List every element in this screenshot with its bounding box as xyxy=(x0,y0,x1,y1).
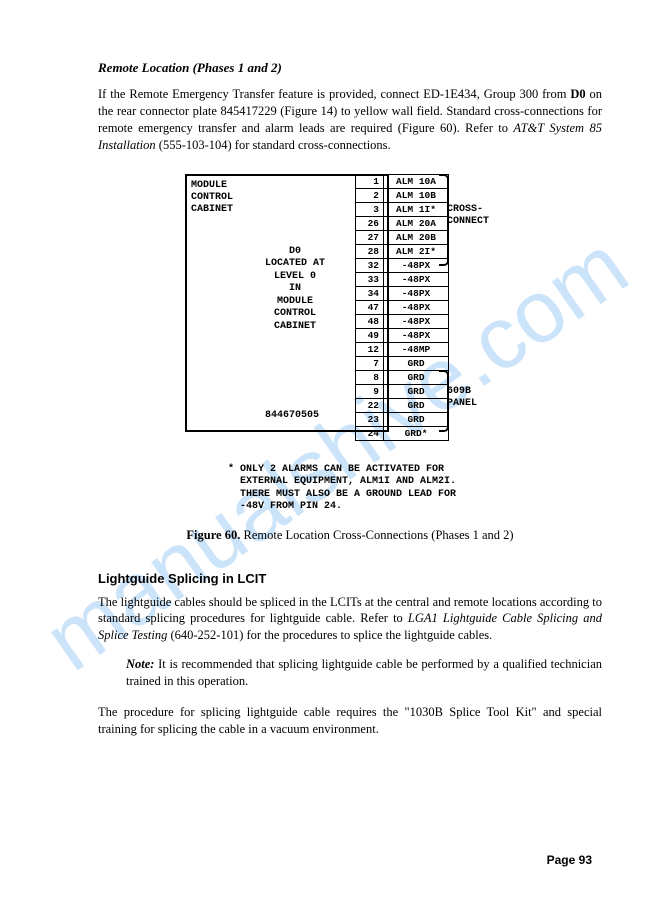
pin-number: 33 xyxy=(356,272,384,286)
caption-bold: Figure 60. xyxy=(186,528,240,542)
para2-b: (640-252-101) for the procedures to spli… xyxy=(167,628,492,642)
cross-connect-diagram: MODULECONTROLCABINET D0LOCATED ATLEVEL 0… xyxy=(185,174,515,454)
pin-number: 3 xyxy=(356,202,384,216)
page-content: Remote Location (Phases 1 and 2) If the … xyxy=(0,0,672,790)
d0-label: D0LOCATED ATLEVEL 0INMODULECONTROLCABINE… xyxy=(255,246,335,334)
pin-number: 9 xyxy=(356,384,384,398)
procedure-paragraph: The procedure for splicing lightguide ca… xyxy=(98,704,602,738)
intro-text-1: If the Remote Emergency Transfer feature… xyxy=(98,87,570,101)
subsection-heading: Lightguide Splicing in LCIT xyxy=(98,571,602,586)
pin-table: 1ALM 10A2ALM 10B3ALM 1I*26ALM 20A27ALM 2… xyxy=(355,174,449,441)
cross-connect-label: CROSS-CONNECT xyxy=(447,204,489,228)
splicing-paragraph: The lightguide cables should be spliced … xyxy=(98,594,602,645)
intro-paragraph: If the Remote Emergency Transfer feature… xyxy=(98,86,602,154)
note-text: It is recommended that splicing lightgui… xyxy=(126,657,602,688)
pin-number: 28 xyxy=(356,244,384,258)
pin-number: 24 xyxy=(356,426,384,440)
intro-bold: D0 xyxy=(570,87,585,101)
pin-number: 49 xyxy=(356,328,384,342)
note-bold: Note: xyxy=(126,657,154,671)
pin-number: 26 xyxy=(356,216,384,230)
panel-label: 609BPANEL xyxy=(447,386,477,410)
page-number: Page 93 xyxy=(547,853,592,867)
caption-text: Remote Location Cross-Connections (Phase… xyxy=(240,528,513,542)
diagram-container: MODULECONTROLCABINET D0LOCATED ATLEVEL 0… xyxy=(98,174,602,454)
pin-number: 7 xyxy=(356,356,384,370)
pin-number: 23 xyxy=(356,412,384,426)
pin-number: 48 xyxy=(356,314,384,328)
pin-number: 47 xyxy=(356,300,384,314)
pin-number: 34 xyxy=(356,286,384,300)
intro-text-3: (555-103-104) for standard cross-connect… xyxy=(156,138,391,152)
pin-number: 27 xyxy=(356,230,384,244)
pin-number: 2 xyxy=(356,188,384,202)
pin-label: -48PX xyxy=(384,286,449,300)
pin-label: GRD xyxy=(384,356,449,370)
pin-number: 1 xyxy=(356,174,384,188)
pin-number: 8 xyxy=(356,370,384,384)
diagram-footnote: * ONLY 2 ALARMS CAN BE ACTIVATED FOR EXT… xyxy=(228,464,602,514)
part-number: 844670505 xyxy=(265,410,319,421)
pin-label: -48PX xyxy=(384,314,449,328)
pin-number: 12 xyxy=(356,342,384,356)
pin-label: -48PX xyxy=(384,328,449,342)
module-label: MODULECONTROLCABINET xyxy=(191,180,233,216)
figure-caption: Figure 60. Remote Location Cross-Connect… xyxy=(98,528,602,543)
pin-number: 32 xyxy=(356,258,384,272)
pin-label: -48PX xyxy=(384,300,449,314)
note-paragraph: Note: It is recommended that splicing li… xyxy=(126,656,602,690)
pin-number: 22 xyxy=(356,398,384,412)
pin-label: -48MP xyxy=(384,342,449,356)
section-title: Remote Location (Phases 1 and 2) xyxy=(98,60,602,76)
pin-label: -48PX xyxy=(384,272,449,286)
